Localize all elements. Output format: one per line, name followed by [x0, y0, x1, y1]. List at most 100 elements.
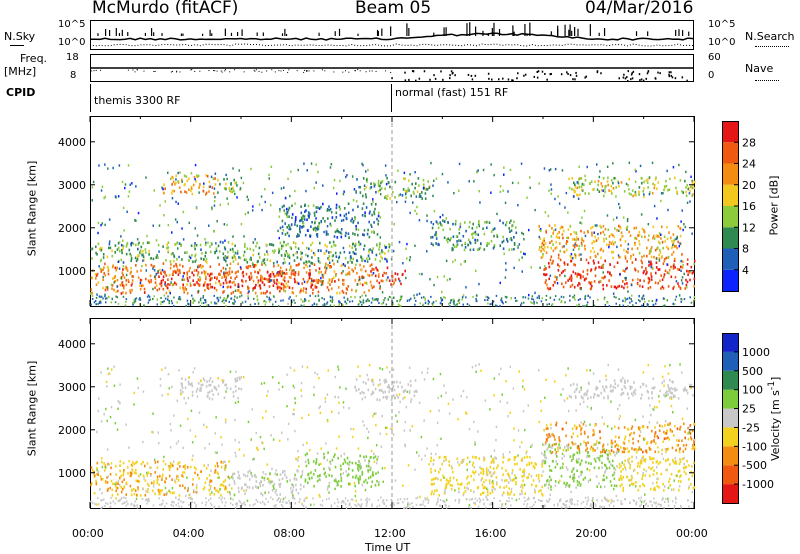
- heatmap-cell: [327, 485, 329, 489]
- heatmap-cell: [658, 486, 660, 489]
- heatmap-cell: [576, 387, 578, 390]
- heatmap-cell: [357, 469, 360, 472]
- nave-mark: [287, 71, 289, 73]
- heatmap-cell: [419, 302, 421, 305]
- heatmap-cell: [357, 279, 360, 282]
- heatmap-cell: [561, 282, 563, 286]
- heatmap-cell: [503, 486, 505, 489]
- heatmap-cell: [179, 286, 181, 290]
- heatmap-cell: [292, 494, 294, 497]
- heatmap-cell: [111, 494, 114, 497]
- heatmap-cell: [291, 213, 294, 216]
- heatmap-cell: [212, 393, 214, 396]
- nave-mark: [442, 78, 444, 81]
- heatmap-cell: [217, 296, 219, 299]
- heatmap-cell: [293, 299, 295, 302]
- heatmap-cell: [367, 168, 369, 172]
- freq-tick-bottom: 8: [70, 70, 77, 81]
- heatmap-cell: [359, 282, 362, 285]
- heatmap-cell: [357, 233, 359, 237]
- heatmap-cell: [617, 180, 619, 183]
- heatmap-cell: [195, 258, 198, 262]
- heatmap-cell: [148, 484, 150, 487]
- heatmap-cell: [598, 394, 600, 398]
- heatmap-cell: [321, 280, 324, 283]
- heatmap-cell: [160, 297, 162, 299]
- heatmap-cell: [679, 234, 682, 238]
- heatmap-cell: [209, 278, 212, 282]
- heatmap-cell: [521, 470, 524, 474]
- heatmap-cell: [184, 464, 187, 467]
- heatmap-cell: [377, 298, 379, 300]
- heatmap-cell: [578, 390, 581, 394]
- heatmap-cell: [249, 303, 252, 306]
- heatmap-cell: [283, 209, 285, 212]
- nave-mark: [278, 70, 280, 72]
- colorbar-tick-label: 4: [742, 264, 749, 277]
- heatmap-cell: [241, 284, 244, 288]
- heatmap-cell: [502, 491, 505, 494]
- heatmap-cell: [660, 237, 662, 240]
- heatmap-cell: [410, 398, 413, 401]
- heatmap-cell: [426, 214, 428, 217]
- heatmap-cell: [327, 281, 329, 285]
- y-tick-label: 3000: [58, 179, 86, 192]
- heatmap-cell: [127, 164, 130, 167]
- heatmap-cell: [216, 276, 219, 279]
- heatmap-cell: [441, 304, 443, 307]
- heatmap-cell: [581, 216, 583, 219]
- heatmap-cell: [530, 266, 532, 269]
- heatmap-cell: [224, 239, 226, 242]
- heatmap-cell: [648, 252, 651, 255]
- heatmap-cell: [521, 489, 523, 493]
- heatmap-cell: [124, 304, 127, 307]
- heatmap-cell: [552, 232, 554, 235]
- heatmap-cell: [143, 287, 146, 291]
- heatmap-cell: [295, 295, 298, 298]
- heatmap-cell: [125, 283, 128, 287]
- heatmap-cell: [464, 246, 467, 249]
- heatmap-cell: [249, 247, 251, 251]
- heatmap-cell: [591, 225, 594, 229]
- heatmap-cell: [595, 266, 597, 270]
- heatmap-cell: [334, 251, 337, 255]
- heatmap-cell: [155, 256, 158, 259]
- heatmap-cell: [579, 276, 582, 279]
- heatmap-cell: [521, 475, 523, 478]
- heatmap-cell: [377, 269, 379, 272]
- heatmap-cell: [543, 273, 545, 276]
- heatmap-cell: [654, 426, 656, 429]
- heatmap-cell: [326, 302, 328, 305]
- heatmap-cell: [97, 231, 99, 235]
- heatmap-cell: [578, 481, 580, 484]
- heatmap-cell: [370, 230, 373, 234]
- heatmap-cell: [315, 210, 318, 214]
- heatmap-cell: [133, 301, 136, 304]
- heatmap-cell: [182, 238, 185, 241]
- heatmap-cell: [601, 448, 604, 452]
- heatmap-cell: [146, 490, 149, 494]
- heatmap-cell: [344, 300, 346, 303]
- heatmap-cell: [189, 284, 192, 287]
- heatmap-cell: [374, 387, 377, 391]
- heatmap-cell: [223, 467, 226, 471]
- heatmap-cell: [563, 250, 565, 254]
- heatmap-cell: [582, 397, 584, 400]
- heatmap-cell: [644, 458, 646, 461]
- heatmap-cell: [543, 459, 545, 463]
- heatmap-cell: [223, 271, 225, 274]
- heatmap-cell: [677, 479, 680, 483]
- heatmap-cell: [247, 295, 249, 298]
- heatmap-cell: [145, 251, 147, 254]
- heatmap-cell: [322, 217, 324, 220]
- heatmap-cell: [590, 396, 592, 399]
- heatmap-cell: [543, 450, 546, 454]
- heatmap-cell: [204, 238, 206, 241]
- heatmap-cell: [159, 268, 161, 272]
- heatmap-cell: [623, 385, 626, 388]
- heatmap-cell: [225, 487, 227, 491]
- heatmap-cell: [125, 245, 128, 248]
- heatmap-cell: [580, 274, 582, 277]
- heatmap-cell: [309, 264, 311, 268]
- heatmap-cell: [145, 269, 147, 272]
